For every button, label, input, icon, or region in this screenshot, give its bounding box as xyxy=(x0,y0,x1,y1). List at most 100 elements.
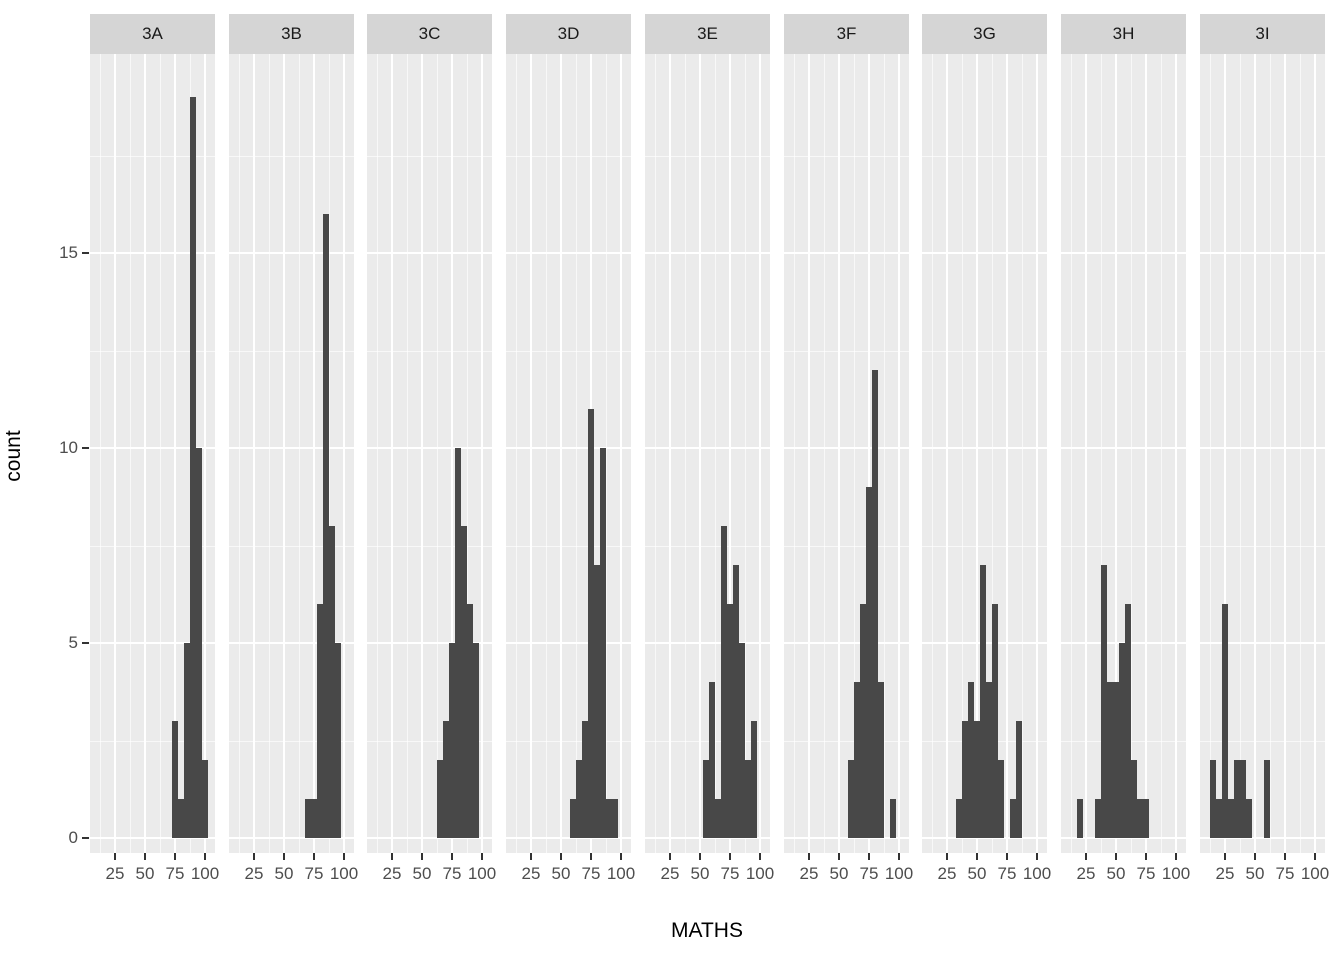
facet-strip-3B: 3B xyxy=(229,14,354,54)
x-tick-label: 75 xyxy=(997,864,1017,883)
gridline-v-minor xyxy=(269,54,270,853)
gridline-h-major xyxy=(1061,447,1186,449)
histogram-bar xyxy=(1240,760,1246,838)
gridline-h-minor xyxy=(645,351,770,352)
facet-strip-3E: 3E xyxy=(645,14,770,54)
y-tick-mark xyxy=(82,447,89,449)
gridline-v-major xyxy=(1314,54,1316,853)
gridline-v-minor xyxy=(745,54,746,853)
x-tick-label: 100 xyxy=(1022,864,1052,883)
histogram-bar xyxy=(727,604,733,838)
facet-strip-label: 3C xyxy=(418,24,441,43)
gridline-v-major xyxy=(1145,54,1147,853)
gridline-h-minor xyxy=(645,546,770,547)
gridline-v-major xyxy=(1036,54,1038,853)
gridline-h-major xyxy=(922,837,1047,839)
gridline-v-major xyxy=(898,54,900,853)
x-tick-mark xyxy=(868,853,870,860)
histogram-bar xyxy=(335,643,341,838)
x-tick-label: 75 xyxy=(1136,864,1156,883)
gridline-h-major xyxy=(784,447,909,449)
x-tick-mark xyxy=(1254,853,1256,860)
histogram-bar xyxy=(733,565,739,838)
facet-panel-3D xyxy=(506,54,631,853)
x-tick-label: 100 xyxy=(467,864,497,883)
gridline-v-major xyxy=(976,54,978,853)
histogram-bar xyxy=(998,760,1004,838)
facet-strip-label: 3A xyxy=(142,24,163,43)
gridline-v-major xyxy=(174,54,176,853)
histogram-bar xyxy=(962,721,968,838)
gridline-v-minor xyxy=(299,54,300,853)
gridline-v-major xyxy=(620,54,622,853)
gridline-v-minor xyxy=(884,54,885,853)
x-tick-mark xyxy=(530,853,532,860)
facet-strip-3C: 3C xyxy=(367,14,492,54)
histogram-bar xyxy=(974,721,980,838)
histogram-bar xyxy=(612,799,618,838)
histogram-bar xyxy=(956,799,962,838)
x-tick-label: 100 xyxy=(606,864,636,883)
histogram-bar xyxy=(848,760,854,838)
histogram-bar xyxy=(172,721,178,838)
gridline-v-major xyxy=(729,54,731,853)
gridline-v-major xyxy=(283,54,285,853)
gridline-h-minor xyxy=(784,351,909,352)
x-tick-label: 100 xyxy=(190,864,220,883)
facet-strip-label: 3F xyxy=(836,24,857,43)
gridline-h-major xyxy=(367,447,492,449)
gridline-h-minor xyxy=(784,156,909,157)
gridline-h-major xyxy=(645,252,770,254)
facet-strip-label: 3B xyxy=(281,24,302,43)
gridline-h-major xyxy=(90,447,215,449)
x-tick-label: 75 xyxy=(165,864,185,883)
histogram-bar xyxy=(751,721,757,838)
histogram-bar xyxy=(190,97,196,838)
gridline-v-major xyxy=(868,54,870,853)
histogram-bar xyxy=(980,565,986,838)
x-tick-label: 75 xyxy=(859,864,879,883)
facet-panel-3H xyxy=(1061,54,1186,853)
histogram-bar xyxy=(1264,760,1270,838)
facet-panel-3F xyxy=(784,54,909,853)
gridline-h-minor xyxy=(506,546,631,547)
gridline-v-minor xyxy=(715,54,716,853)
y-tick-mark xyxy=(82,252,89,254)
histogram-bar xyxy=(992,604,998,838)
gridline-h-major xyxy=(1061,252,1186,254)
facet-strip-3I: 3I xyxy=(1200,14,1325,54)
facet-strip-3H: 3H xyxy=(1061,14,1186,54)
gridline-h-major xyxy=(645,837,770,839)
histogram-bar xyxy=(1143,799,1149,838)
gridline-h-minor xyxy=(367,546,492,547)
facet-panel-3G xyxy=(922,54,1047,853)
gridline-h-major xyxy=(922,252,1047,254)
x-tick-label: 50 xyxy=(690,864,710,883)
histogram-bar xyxy=(1246,799,1252,838)
x-tick-mark xyxy=(560,853,562,860)
x-tick-mark xyxy=(808,853,810,860)
gridline-h-minor xyxy=(922,546,1047,547)
x-axis-title: MATHS xyxy=(671,919,743,942)
gridline-v-minor xyxy=(467,54,468,853)
facet-panel-3E xyxy=(645,54,770,853)
gridline-v-minor xyxy=(606,54,607,853)
gridline-v-minor xyxy=(377,54,378,853)
histogram-bar xyxy=(178,799,184,838)
x-tick-label: 100 xyxy=(1300,864,1330,883)
histogram-bar xyxy=(1119,643,1125,838)
gridline-v-major xyxy=(1254,54,1256,853)
x-tick-label: 100 xyxy=(884,864,914,883)
x-tick-label: 75 xyxy=(1275,864,1295,883)
histogram-bar xyxy=(860,604,866,838)
gridline-h-minor xyxy=(229,351,354,352)
x-tick-mark xyxy=(699,853,701,860)
histogram-bar xyxy=(576,760,582,838)
histogram-bar xyxy=(570,799,576,838)
gridline-h-major xyxy=(506,447,631,449)
gridline-h-major xyxy=(367,642,492,644)
gridline-v-minor xyxy=(1240,54,1241,853)
gridline-v-major xyxy=(530,54,532,853)
histogram-bar xyxy=(184,643,190,838)
gridline-h-minor xyxy=(367,741,492,742)
